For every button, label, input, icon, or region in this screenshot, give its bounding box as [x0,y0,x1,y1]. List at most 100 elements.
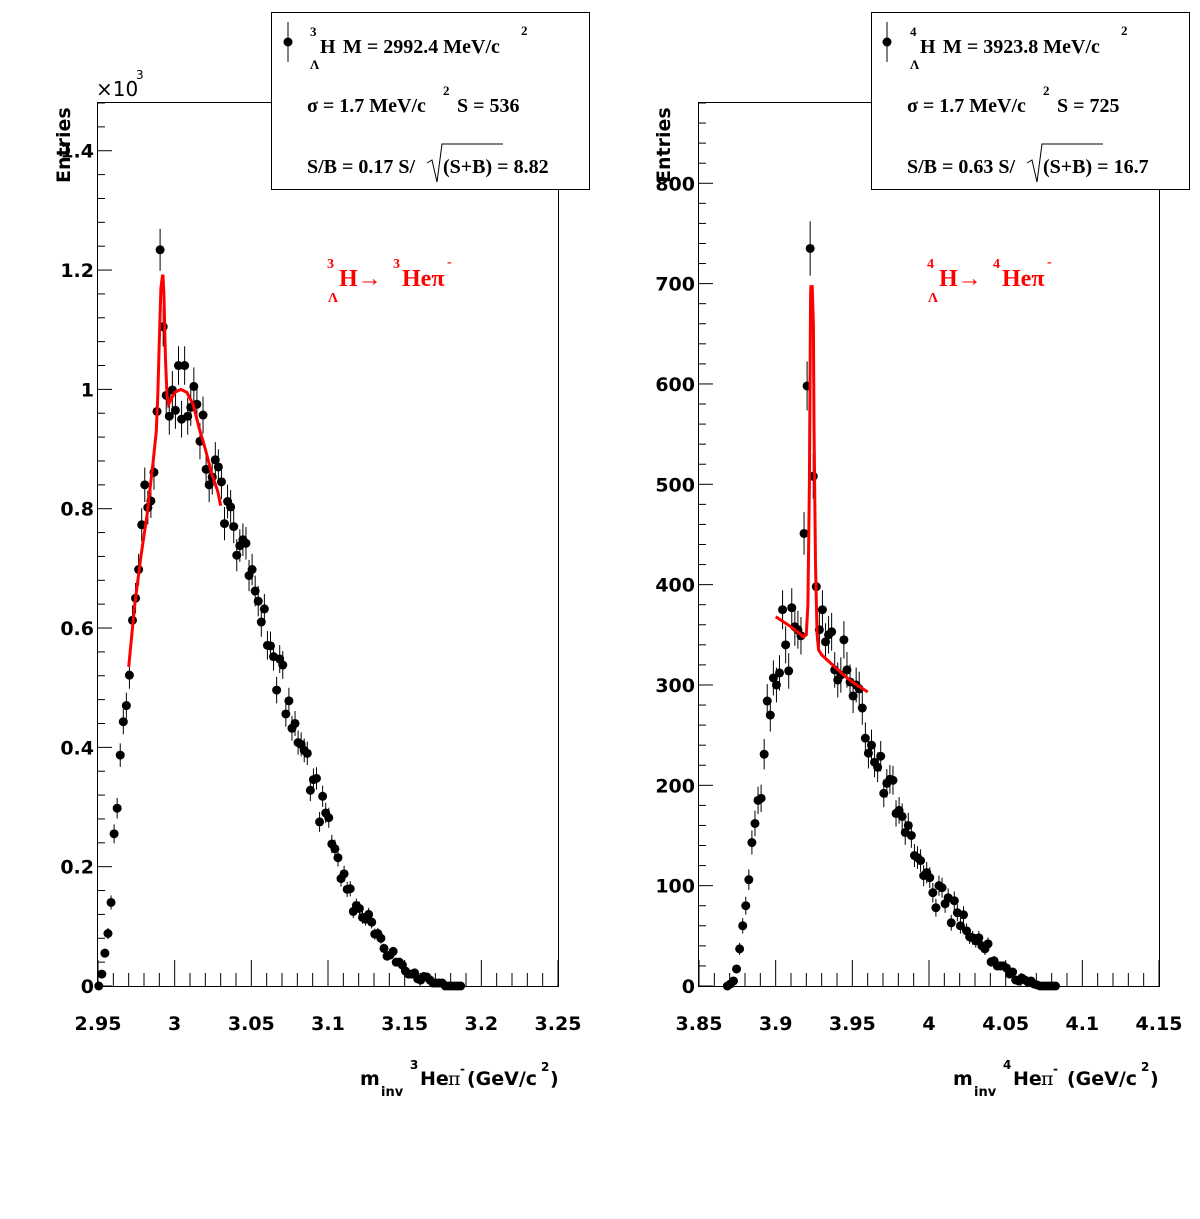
right-point-marker [735,944,745,954]
right-data-point [781,626,791,664]
left-point-marker [266,641,275,651]
left-point-marker [140,480,150,490]
left-x-tick-label: 3.15 [381,1013,428,1035]
right-reaction-lead-sub: Λ [928,291,938,306]
right-data-point [775,655,784,691]
right-point-marker [860,733,870,743]
right-x-tick-label: 3.9 [759,1013,793,1035]
left-point-marker [318,791,328,801]
left-legend-nucleus: H [320,36,336,58]
right-data-point [1008,967,1018,977]
right-point-marker [848,691,858,701]
left-y-exponent-power: 3 [136,68,144,82]
right-point-marker [756,793,766,803]
right-y-tick-label: 0 [682,976,695,998]
right-point-marker [906,830,916,840]
left-point-marker [324,813,334,823]
right-data-point [925,867,935,889]
right-point-marker [784,666,794,676]
right-legend-signal: S = 725 [1057,95,1120,117]
left-reaction-prod: Heπ [402,266,444,292]
left-data-point [284,687,294,714]
left-data-point [226,490,236,524]
left-xlabel-unit-sup: 2 [541,1060,549,1074]
right-y-tick-label: 100 [655,876,695,898]
left-legend-sigma: σ = 1.7 MeV/c [307,95,426,117]
left-point-marker [456,981,466,991]
right-data-point [949,891,959,910]
right-data-point [750,810,760,837]
left-data-point [379,943,389,954]
right-point-marker [842,665,852,675]
left-data-point [180,346,190,385]
right-point-marker [903,820,913,830]
left-point-marker [204,480,214,490]
left-point-marker [284,696,294,706]
left-point-marker [118,717,128,727]
left-x-tick-label: 2.95 [75,1013,122,1035]
left-point-marker [226,502,236,512]
left-point-marker [121,701,131,711]
right-data-point [839,621,849,659]
left-point-marker [112,803,122,813]
left-point-marker [339,869,349,879]
right-x-tick-label: 4.05 [982,1013,1029,1035]
right-data-point [729,976,738,986]
right-data-point [738,918,748,934]
right-data-point [735,942,745,955]
left-point-marker [290,718,300,728]
right-point-marker [759,749,769,759]
left-data-point [247,553,257,586]
right-data-point [928,883,938,903]
left-legend-sqrt-sign [426,143,503,183]
left-point-marker [103,928,113,938]
left-data-point [94,981,104,991]
left-point-marker [312,773,321,783]
right-y-tick-label: 800 [655,173,695,195]
left-reaction-label: 3 H→ Λ 3 Heπ - [327,255,452,306]
left-point-marker [115,750,125,760]
left-point-marker [259,604,269,614]
left-point-marker [94,981,104,991]
right-data-point [787,588,797,628]
left-data-point [220,507,229,541]
left-legend-marker-icon [283,37,293,47]
right-point-marker [744,875,754,885]
left-data-point [189,367,199,406]
right-data-point [747,830,757,855]
left-data-point [112,797,122,819]
right-data-point [959,906,968,924]
right-axes: 3.85 3.9 3.95 4 4.05 4.1 4.15 0 100 200 300 400 500 6… [655,102,1182,1035]
right-point-marker [983,939,993,949]
right-point-marker [857,703,867,713]
left-point-marker [229,522,239,532]
left-data-point [339,865,349,883]
right-xlabel-m: m [953,1068,973,1090]
left-x-tick-label: 3.25 [535,1013,582,1035]
left-point-marker [278,660,288,670]
right-y-tick-label: 300 [655,675,695,697]
left-point-marker [364,909,374,919]
left-data-point [290,710,300,737]
left-legend-mass: M = 2992.4 MeV/c [343,36,500,58]
right-point-marker [768,673,778,683]
left-xlabel-close: ) [550,1068,559,1090]
left-point-marker [333,853,343,863]
right-data-point [805,221,815,276]
left-data-point [281,701,291,727]
left-data-point [259,593,269,624]
right-legend-sqrt-sign [1026,143,1103,183]
right-point-marker [775,668,784,678]
right-data-point [867,729,876,761]
right-point-marker [817,605,827,615]
left-reaction-lead-sup: 3 [327,257,334,272]
left-legend-nucleus-sub: Λ [310,57,320,72]
right-point-marker [732,964,742,974]
left-point-marker [100,948,110,958]
right-xlabel-he: He [1013,1068,1042,1090]
right-y-tick-label: 700 [655,274,695,296]
right-xlabel-pi: π [1041,1068,1054,1090]
right-x-tick-label: 3.95 [829,1013,876,1035]
left-data-point [140,467,150,503]
